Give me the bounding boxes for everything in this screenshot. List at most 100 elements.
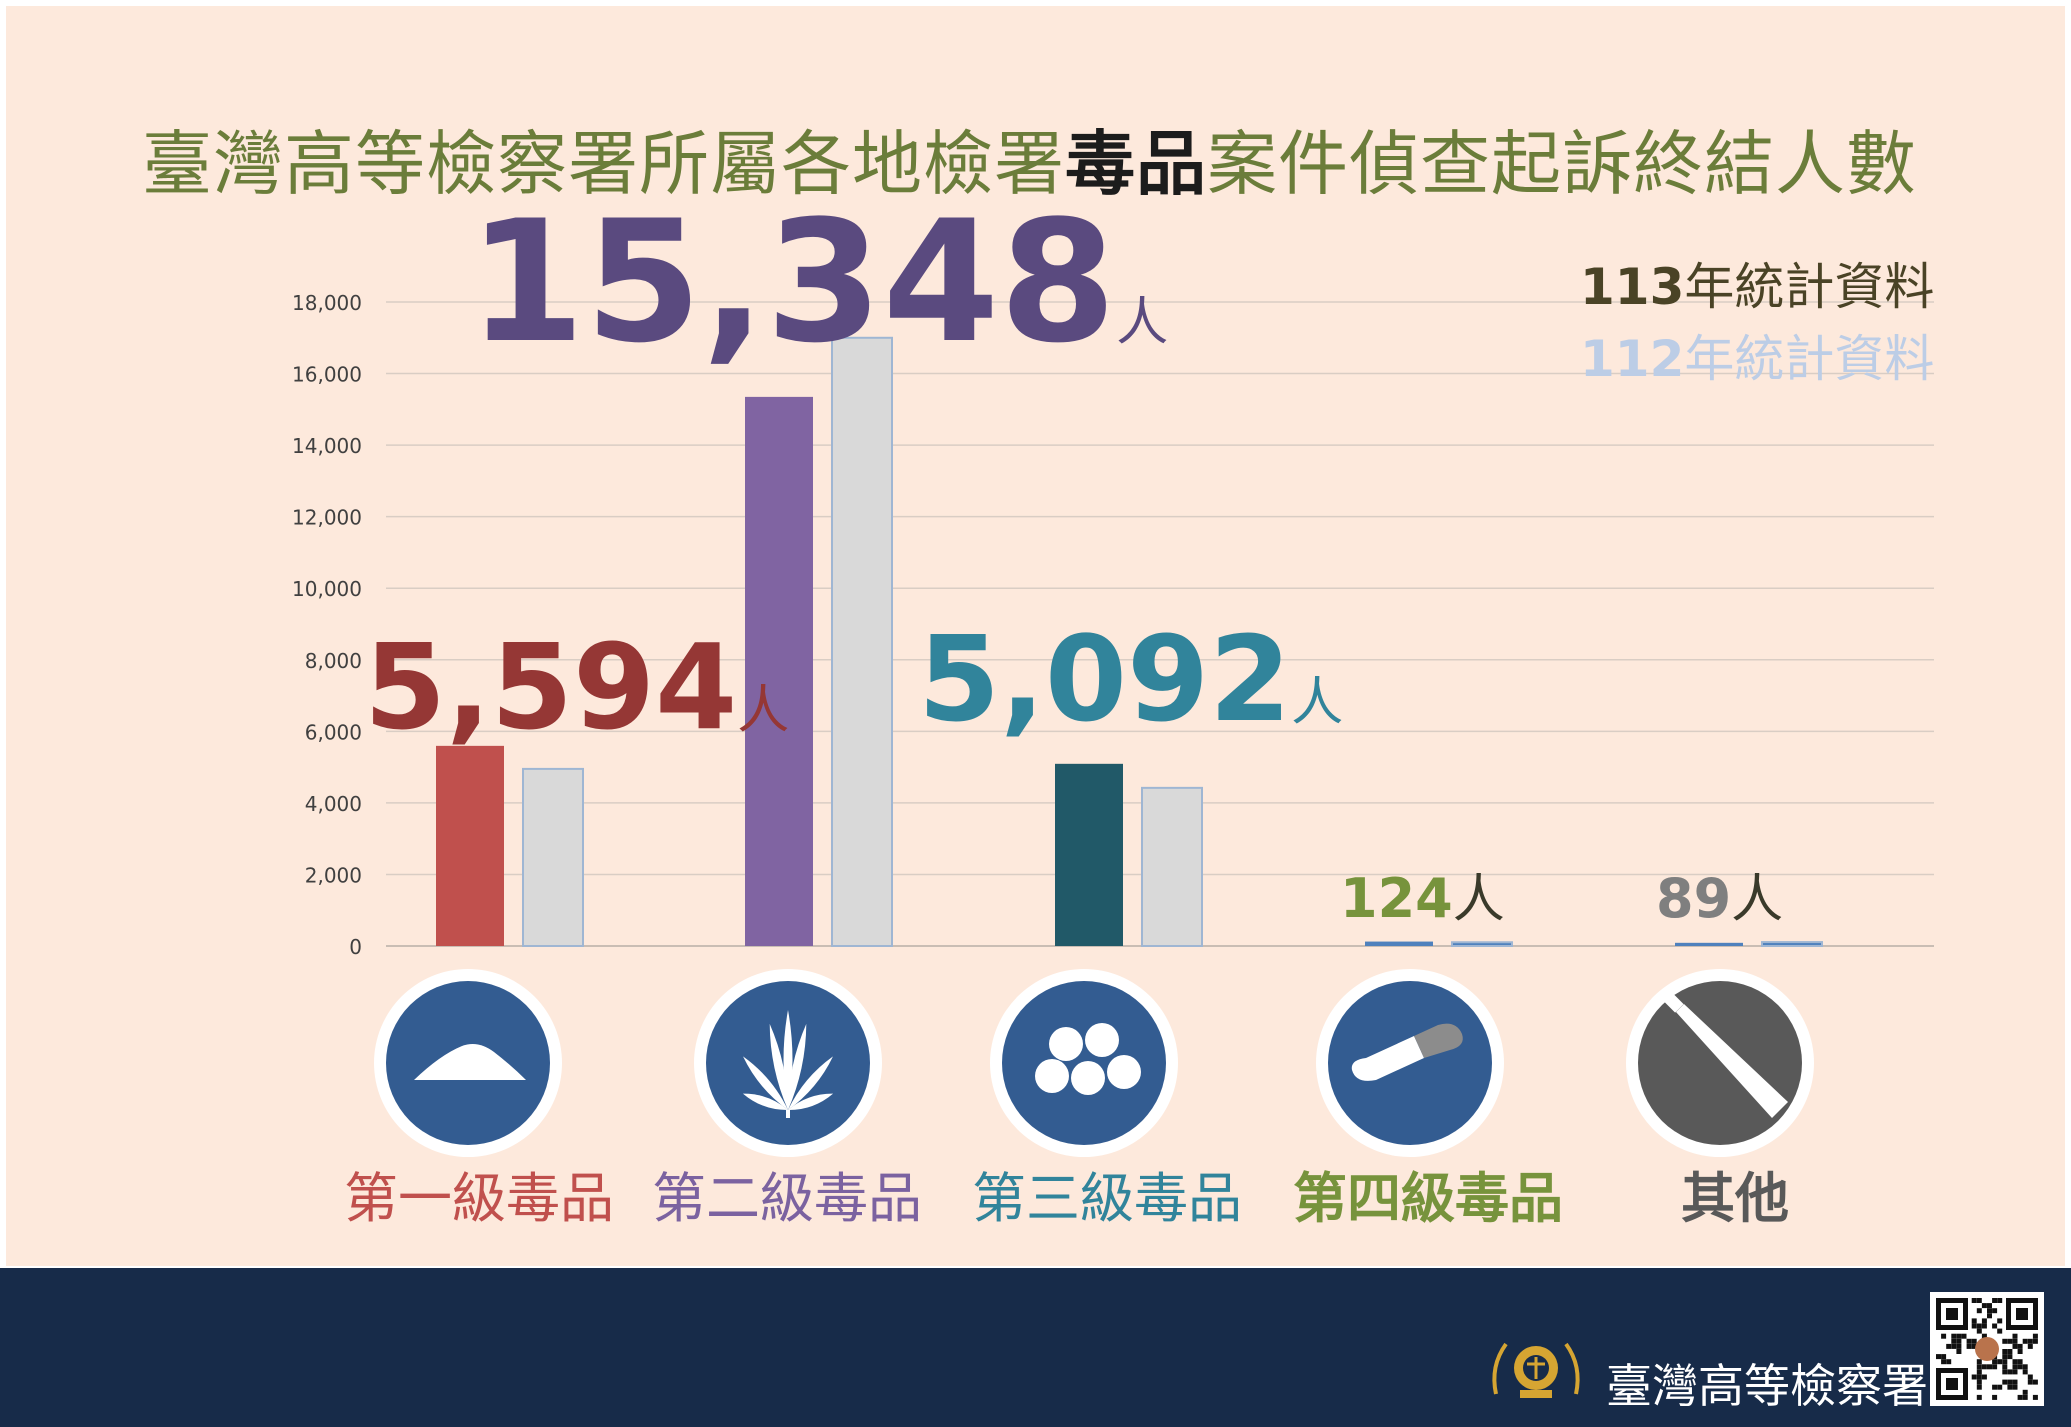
qr-module — [2032, 1394, 2038, 1400]
qr-module — [1992, 1359, 1998, 1365]
pill — [1071, 1061, 1105, 1095]
leaf-blade — [783, 1010, 793, 1110]
qr-module — [2027, 1338, 2033, 1344]
qr-module — [1936, 1354, 1941, 1360]
qr-module — [2002, 1359, 2008, 1365]
qr-module — [1971, 1323, 1977, 1329]
qr-module — [1992, 1308, 1998, 1314]
qr-module — [2032, 1338, 2038, 1344]
footer-org-name: 臺灣高等檢察署 — [1606, 1359, 1928, 1413]
leaf-blade — [769, 1023, 788, 1110]
y-tick-label: 10,000 — [292, 577, 362, 601]
pill — [1085, 1023, 1119, 1057]
qr-module — [1976, 1359, 1982, 1365]
qr-module — [1976, 1323, 1982, 1329]
qr-module — [2002, 1354, 2008, 1360]
qr-module — [1951, 1343, 1957, 1349]
callout-level1-value: 5,594 — [364, 618, 738, 756]
qr-module — [2012, 1369, 2018, 1375]
y-tick-label: 6,000 — [305, 720, 362, 744]
legend-113-number: 113 — [1580, 258, 1685, 316]
qr-module — [1981, 1323, 1987, 1329]
legend-113-text: 年統計資料 — [1684, 258, 1935, 316]
qr-module — [2012, 1338, 2018, 1344]
qr-module — [1987, 1313, 1992, 1319]
pill — [1035, 1059, 1069, 1093]
qr-module — [1992, 1364, 1998, 1370]
qr-module — [1992, 1298, 1998, 1303]
callout-other-value: 89 — [1656, 867, 1732, 930]
qr-module — [2012, 1343, 2018, 1349]
page-title: 臺灣高等檢察署所屬各地檢署毒品案件偵查起訴終結人數 — [0, 108, 2059, 209]
capsule-white-half — [1351, 1036, 1424, 1081]
tube-cap — [1662, 991, 1684, 1013]
qr-module — [1976, 1394, 1982, 1400]
qr-module — [1976, 1374, 1982, 1380]
qr-module — [2022, 1364, 2028, 1370]
callout-other-unit: 人 — [1731, 870, 1784, 930]
qr-module — [2007, 1338, 2013, 1344]
qr-module — [1971, 1338, 1977, 1344]
callout-level4-unit: 人 — [1452, 870, 1505, 930]
qr-module — [1941, 1354, 1947, 1360]
capsule-grey-half — [1414, 1023, 1463, 1058]
callout-level4-value: 124 — [1340, 867, 1453, 930]
qr-module — [2027, 1379, 2033, 1385]
qr-module — [1997, 1384, 2003, 1390]
y-tick-label: 12,000 — [292, 506, 362, 530]
qr-module — [2007, 1349, 2013, 1354]
legend-item-113: 113年統計資料 — [1580, 262, 1934, 312]
qr-module — [1956, 1338, 1962, 1344]
qr-module — [1951, 1333, 1957, 1339]
qr-module — [1951, 1338, 1957, 1344]
qr-module — [2016, 1308, 2028, 1320]
bar-113-1 — [436, 745, 504, 946]
category-label-level4: 第四級毒品 — [1293, 1167, 1563, 1230]
y-tick-label: 8,000 — [305, 649, 362, 673]
qr-module — [1961, 1333, 1967, 1339]
callout-level3-unit: 人 — [1291, 673, 1344, 733]
qr-seal — [1975, 1337, 1999, 1361]
bar-112-5 — [1761, 941, 1823, 948]
y-tick-label: 0 — [349, 935, 362, 959]
qr-module — [1946, 1343, 1952, 1349]
y-tick-label: 16,000 — [292, 363, 362, 387]
qr-module — [1976, 1298, 1982, 1303]
qr-module — [1987, 1303, 1992, 1309]
qr-module — [1941, 1359, 1947, 1365]
callout-level2: 15,348人 — [468, 198, 1168, 366]
callout-level2-unit: 人 — [1116, 293, 1169, 353]
qr-module — [1971, 1298, 1977, 1303]
qr-module — [1976, 1379, 1982, 1385]
qr-module — [1976, 1369, 1982, 1375]
qr-module — [1956, 1333, 1962, 1339]
bar-112-3 — [1141, 786, 1203, 948]
qr-module — [1976, 1328, 1982, 1334]
qr-module — [2022, 1338, 2028, 1344]
qr-module — [1997, 1328, 2003, 1334]
title-part-highlight: 毒品 — [1065, 122, 1207, 205]
qr-module — [1971, 1318, 1977, 1324]
qr-module — [2002, 1369, 2008, 1375]
qr-module — [2007, 1369, 2013, 1375]
qr-module — [1971, 1343, 1977, 1349]
bar-113-2 — [745, 396, 813, 946]
qr-module — [1997, 1359, 2003, 1365]
emblem-icon — [1492, 1342, 1580, 1398]
category-label-level3: 第三級毒品 — [972, 1167, 1242, 1230]
qr-module — [2027, 1374, 2033, 1380]
qr-code-icon[interactable] — [1930, 1292, 2044, 1406]
tube-body — [1676, 1004, 1788, 1118]
qr-module — [2012, 1359, 2018, 1365]
callout-level1: 5,594人 — [364, 628, 789, 746]
qr-module — [2012, 1364, 2018, 1370]
qr-module — [1946, 1378, 1958, 1390]
qr-module — [1966, 1343, 1972, 1349]
title-part-2: 案件偵查起訴終結人數 — [1207, 123, 1917, 205]
qr-module — [1976, 1308, 1982, 1314]
qr-module — [1997, 1298, 2003, 1303]
callout-level2-value: 15,348 — [468, 184, 1117, 380]
qr-module — [1976, 1364, 1982, 1370]
qr-module — [2012, 1333, 2018, 1339]
y-tick-label: 18,000 — [292, 291, 362, 315]
